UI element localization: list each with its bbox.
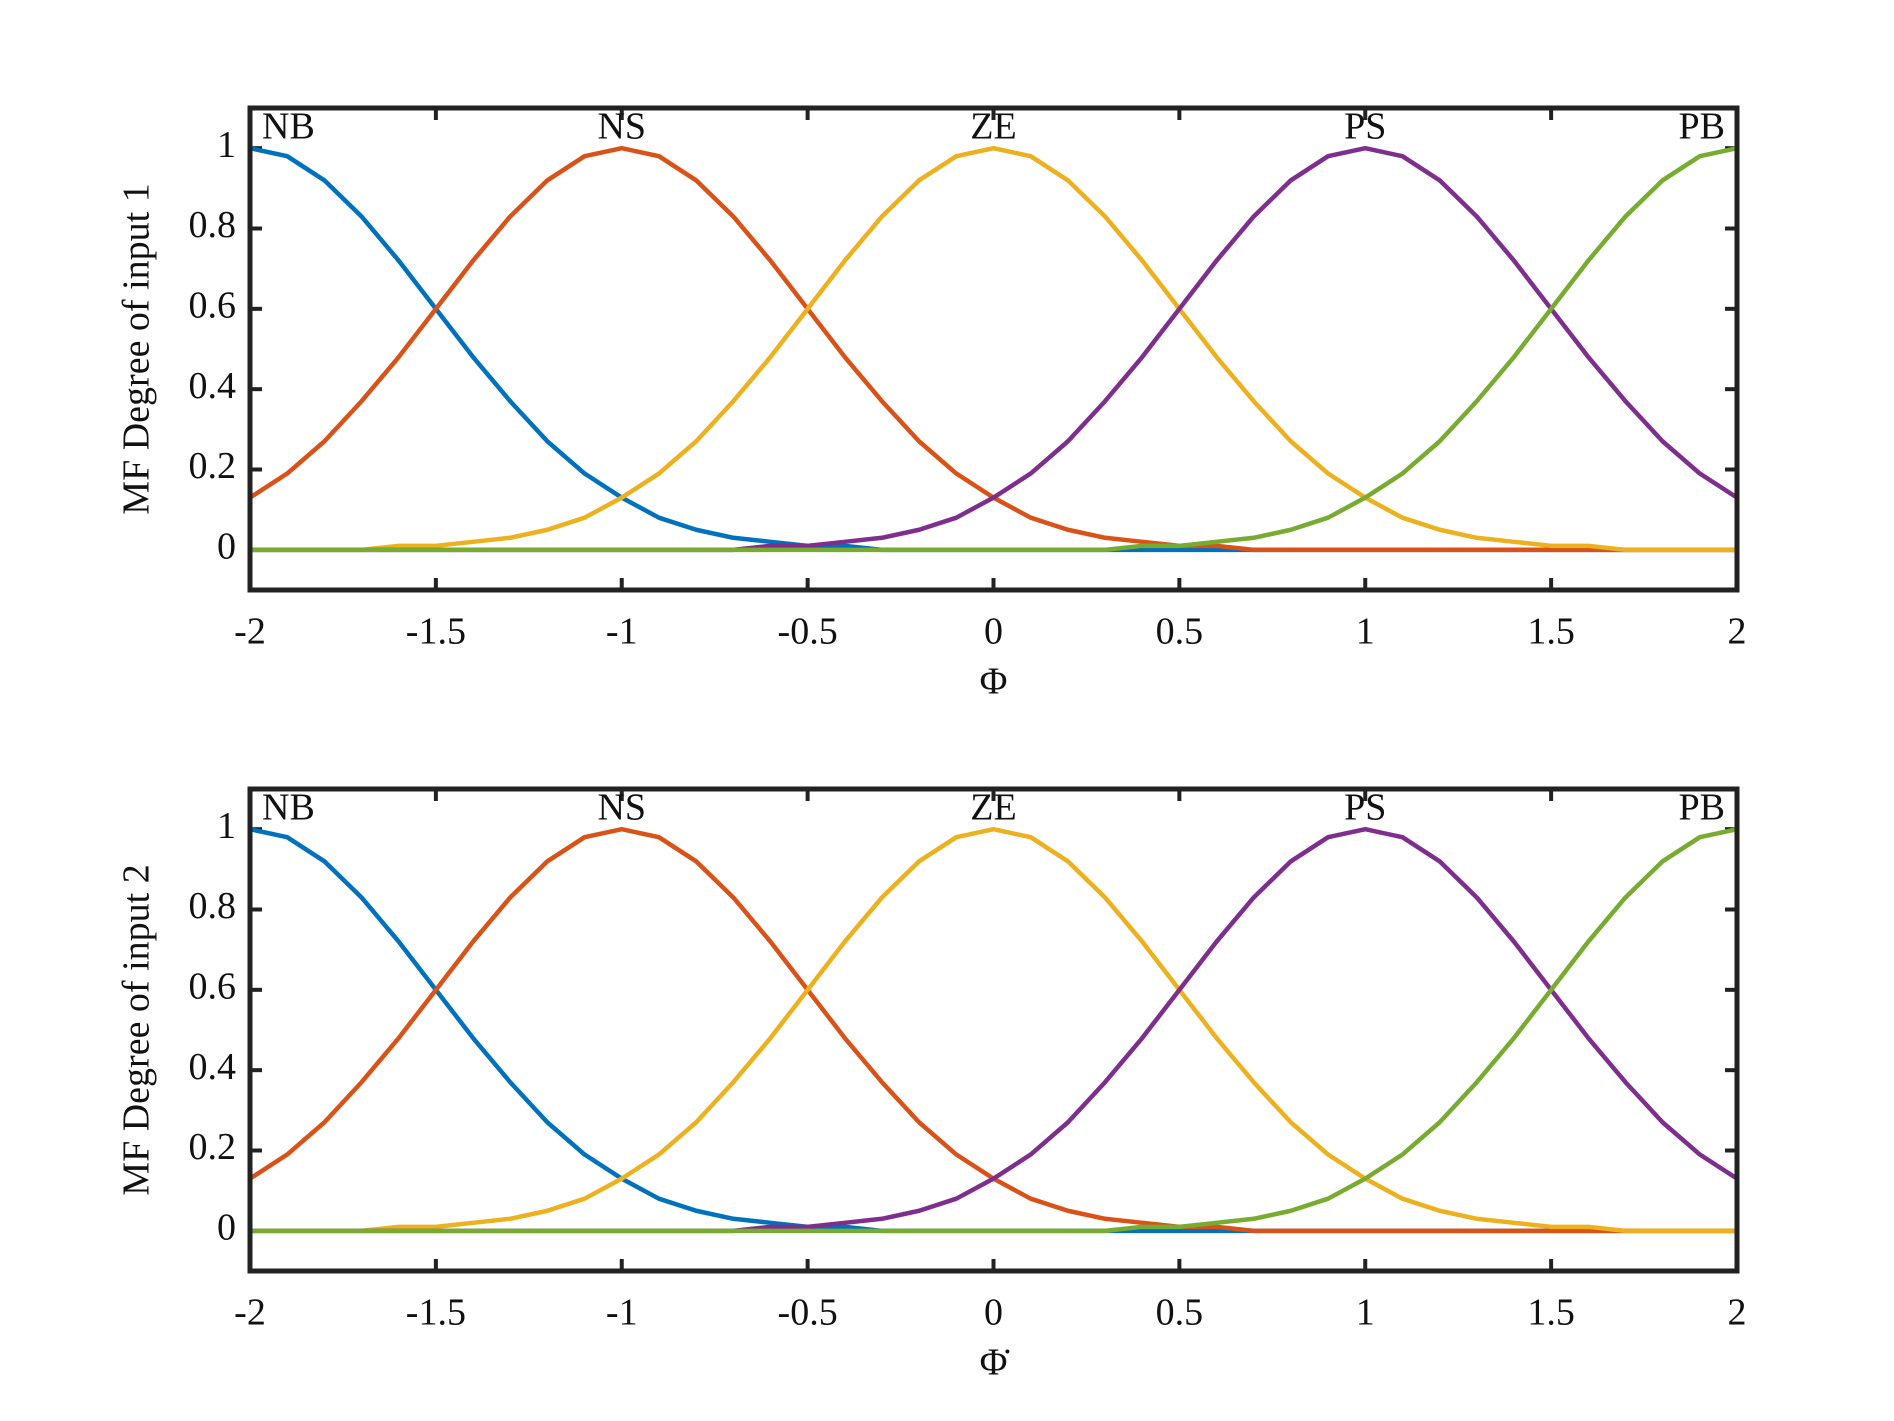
mf-label: PS <box>1344 787 1386 829</box>
mf-curve <box>250 145 1739 553</box>
mf-label: NS <box>597 106 646 148</box>
y-tick-label: 0 <box>217 526 236 568</box>
y-tick-label: 0.6 <box>189 285 237 327</box>
x-tick-label: 2 <box>1728 1292 1747 1334</box>
y-tick-label: 1 <box>217 124 236 166</box>
x-tick-label: -0.5 <box>778 611 838 653</box>
y-tick-label: 0.2 <box>189 1126 237 1168</box>
mf-curve <box>250 145 1737 553</box>
x-tick-label: 1.5 <box>1527 1292 1575 1334</box>
x-tick-label: -2 <box>234 1292 266 1334</box>
mf-curve <box>248 145 1737 553</box>
x-tick-label: 0.5 <box>1156 1292 1204 1334</box>
x-tick-label: 2 <box>1728 611 1747 653</box>
mf-label: PS <box>1344 106 1386 148</box>
x-axis-label: Φ <box>980 661 1008 703</box>
mf-curve <box>250 826 1738 1234</box>
x-tick-label: -0.5 <box>778 1292 838 1334</box>
mf-label: NB <box>262 787 315 829</box>
y-tick-label: 0.4 <box>189 365 237 407</box>
mf-label: NB <box>262 106 315 148</box>
y-tick-label: 0 <box>217 1207 236 1249</box>
y-axis-label: MF Degree of input 1 <box>116 183 158 514</box>
mf-curve <box>250 826 1739 1234</box>
mf-curve <box>250 826 1737 1234</box>
x-tick-label: 1.5 <box>1527 611 1575 653</box>
mf-label: PB <box>1679 787 1725 829</box>
y-tick-label: 0.8 <box>189 204 237 246</box>
mf-curve <box>250 145 1738 553</box>
x-tick-label: 0.5 <box>1156 611 1204 653</box>
x-tick-label: 0 <box>984 1292 1003 1334</box>
y-tick-label: 0.6 <box>189 966 237 1008</box>
y-tick-label: 1 <box>217 805 236 847</box>
mf-label: ZE <box>970 787 1016 829</box>
x-tick-label: 0 <box>984 611 1003 653</box>
x-tick-label: 1 <box>1356 611 1375 653</box>
plot-frame <box>247 105 1740 593</box>
x-tick-label: -1 <box>606 611 638 653</box>
x-tick-label: -2 <box>234 611 266 653</box>
y-tick-label: 0.4 <box>189 1046 237 1088</box>
mf-label: NS <box>597 787 646 829</box>
x-tick-label: -1.5 <box>406 1292 466 1334</box>
mf-curve <box>248 826 1737 1234</box>
x-axis-label: Φ̇ <box>980 1342 1011 1384</box>
x-tick-label: -1 <box>606 1292 638 1334</box>
y-tick-label: 0.8 <box>189 885 237 927</box>
y-axis-label: MF Degree of input 2 <box>116 864 158 1195</box>
y-tick-label: 0.2 <box>189 445 237 487</box>
x-tick-label: -1.5 <box>406 611 466 653</box>
mf-curve <box>249 826 1737 1234</box>
plot-frame <box>247 786 1740 1274</box>
x-tick-label: 1 <box>1356 1292 1375 1334</box>
mf-label: ZE <box>970 106 1016 148</box>
mf-curve <box>249 145 1737 553</box>
mf-label: PB <box>1679 106 1725 148</box>
